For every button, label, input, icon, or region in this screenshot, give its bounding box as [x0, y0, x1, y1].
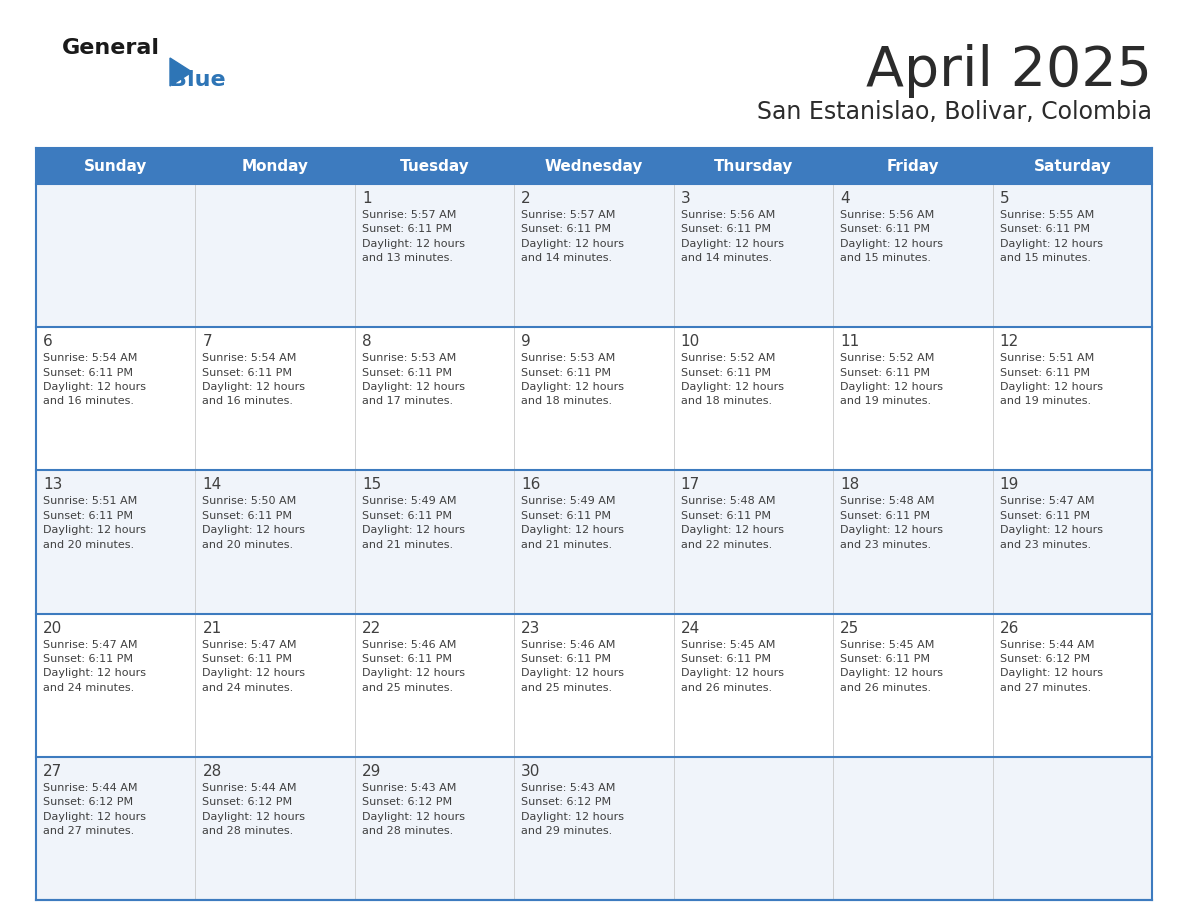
Text: 20: 20 [43, 621, 62, 635]
Text: Sunrise: 5:48 AM
Sunset: 6:11 PM
Daylight: 12 hours
and 23 minutes.: Sunrise: 5:48 AM Sunset: 6:11 PM Dayligh… [840, 497, 943, 550]
Text: Sunrise: 5:45 AM
Sunset: 6:11 PM
Daylight: 12 hours
and 26 minutes.: Sunrise: 5:45 AM Sunset: 6:11 PM Dayligh… [681, 640, 784, 693]
Text: Monday: Monday [241, 159, 309, 174]
Text: 1: 1 [362, 191, 372, 206]
Text: 15: 15 [362, 477, 381, 492]
Text: Sunrise: 5:57 AM
Sunset: 6:11 PM
Daylight: 12 hours
and 13 minutes.: Sunrise: 5:57 AM Sunset: 6:11 PM Dayligh… [362, 210, 465, 263]
Text: Sunday: Sunday [84, 159, 147, 174]
Text: Sunrise: 5:44 AM
Sunset: 6:12 PM
Daylight: 12 hours
and 28 minutes.: Sunrise: 5:44 AM Sunset: 6:12 PM Dayligh… [202, 783, 305, 836]
Text: Sunrise: 5:51 AM
Sunset: 6:11 PM
Daylight: 12 hours
and 19 minutes.: Sunrise: 5:51 AM Sunset: 6:11 PM Dayligh… [999, 353, 1102, 407]
Text: 25: 25 [840, 621, 859, 635]
Text: 23: 23 [522, 621, 541, 635]
Text: 17: 17 [681, 477, 700, 492]
Text: Blue: Blue [170, 70, 226, 90]
Bar [36, 327, 1152, 470]
Text: Sunrise: 5:54 AM
Sunset: 6:11 PM
Daylight: 12 hours
and 16 minutes.: Sunrise: 5:54 AM Sunset: 6:11 PM Dayligh… [43, 353, 146, 407]
Text: 14: 14 [202, 477, 222, 492]
Text: Sunrise: 5:47 AM
Sunset: 6:11 PM
Daylight: 12 hours
and 24 minutes.: Sunrise: 5:47 AM Sunset: 6:11 PM Dayligh… [202, 640, 305, 693]
Text: 13: 13 [43, 477, 63, 492]
Text: Sunrise: 5:52 AM
Sunset: 6:11 PM
Daylight: 12 hours
and 19 minutes.: Sunrise: 5:52 AM Sunset: 6:11 PM Dayligh… [840, 353, 943, 407]
Text: Sunrise: 5:50 AM
Sunset: 6:11 PM
Daylight: 12 hours
and 20 minutes.: Sunrise: 5:50 AM Sunset: 6:11 PM Dayligh… [202, 497, 305, 550]
Text: Tuesday: Tuesday [399, 159, 469, 174]
Text: 12: 12 [999, 334, 1019, 349]
Text: Sunrise: 5:49 AM
Sunset: 6:11 PM
Daylight: 12 hours
and 21 minutes.: Sunrise: 5:49 AM Sunset: 6:11 PM Dayligh… [522, 497, 624, 550]
Text: Sunrise: 5:56 AM
Sunset: 6:11 PM
Daylight: 12 hours
and 15 minutes.: Sunrise: 5:56 AM Sunset: 6:11 PM Dayligh… [840, 210, 943, 263]
Text: 10: 10 [681, 334, 700, 349]
Text: Wednesday: Wednesday [545, 159, 643, 174]
Text: Sunrise: 5:43 AM
Sunset: 6:12 PM
Daylight: 12 hours
and 29 minutes.: Sunrise: 5:43 AM Sunset: 6:12 PM Dayligh… [522, 783, 624, 836]
Text: Sunrise: 5:46 AM
Sunset: 6:11 PM
Daylight: 12 hours
and 25 minutes.: Sunrise: 5:46 AM Sunset: 6:11 PM Dayligh… [362, 640, 465, 693]
Text: 2: 2 [522, 191, 531, 206]
Text: 8: 8 [362, 334, 372, 349]
Bar [36, 470, 1152, 613]
Bar [36, 613, 1152, 756]
Text: Saturday: Saturday [1034, 159, 1111, 174]
Text: 3: 3 [681, 191, 690, 206]
Text: Sunrise: 5:52 AM
Sunset: 6:11 PM
Daylight: 12 hours
and 18 minutes.: Sunrise: 5:52 AM Sunset: 6:11 PM Dayligh… [681, 353, 784, 407]
Text: Sunrise: 5:47 AM
Sunset: 6:11 PM
Daylight: 12 hours
and 24 minutes.: Sunrise: 5:47 AM Sunset: 6:11 PM Dayligh… [43, 640, 146, 693]
Text: 19: 19 [999, 477, 1019, 492]
Text: Sunrise: 5:43 AM
Sunset: 6:12 PM
Daylight: 12 hours
and 28 minutes.: Sunrise: 5:43 AM Sunset: 6:12 PM Dayligh… [362, 783, 465, 836]
Text: Sunrise: 5:57 AM
Sunset: 6:11 PM
Daylight: 12 hours
and 14 minutes.: Sunrise: 5:57 AM Sunset: 6:11 PM Dayligh… [522, 210, 624, 263]
Text: 22: 22 [362, 621, 381, 635]
Text: Sunrise: 5:48 AM
Sunset: 6:11 PM
Daylight: 12 hours
and 22 minutes.: Sunrise: 5:48 AM Sunset: 6:11 PM Dayligh… [681, 497, 784, 550]
Text: Sunrise: 5:45 AM
Sunset: 6:11 PM
Daylight: 12 hours
and 26 minutes.: Sunrise: 5:45 AM Sunset: 6:11 PM Dayligh… [840, 640, 943, 693]
Bar [36, 756, 1152, 900]
Text: 7: 7 [202, 334, 211, 349]
Text: 27: 27 [43, 764, 62, 778]
Text: 4: 4 [840, 191, 849, 206]
Text: 6: 6 [43, 334, 52, 349]
Text: Sunrise: 5:56 AM
Sunset: 6:11 PM
Daylight: 12 hours
and 14 minutes.: Sunrise: 5:56 AM Sunset: 6:11 PM Dayligh… [681, 210, 784, 263]
Text: Friday: Friday [886, 159, 940, 174]
Text: Sunrise: 5:46 AM
Sunset: 6:11 PM
Daylight: 12 hours
and 25 minutes.: Sunrise: 5:46 AM Sunset: 6:11 PM Dayligh… [522, 640, 624, 693]
Text: Sunrise: 5:44 AM
Sunset: 6:12 PM
Daylight: 12 hours
and 27 minutes.: Sunrise: 5:44 AM Sunset: 6:12 PM Dayligh… [43, 783, 146, 836]
Text: San Estanislao, Bolivar, Colombia: San Estanislao, Bolivar, Colombia [757, 100, 1152, 124]
Text: Sunrise: 5:47 AM
Sunset: 6:11 PM
Daylight: 12 hours
and 23 minutes.: Sunrise: 5:47 AM Sunset: 6:11 PM Dayligh… [999, 497, 1102, 550]
Text: Sunrise: 5:49 AM
Sunset: 6:11 PM
Daylight: 12 hours
and 21 minutes.: Sunrise: 5:49 AM Sunset: 6:11 PM Dayligh… [362, 497, 465, 550]
Text: 21: 21 [202, 621, 222, 635]
Text: Sunrise: 5:44 AM
Sunset: 6:12 PM
Daylight: 12 hours
and 27 minutes.: Sunrise: 5:44 AM Sunset: 6:12 PM Dayligh… [999, 640, 1102, 693]
Text: Thursday: Thursday [714, 159, 794, 174]
Bar [36, 148, 1152, 184]
Text: Sunrise: 5:53 AM
Sunset: 6:11 PM
Daylight: 12 hours
and 18 minutes.: Sunrise: 5:53 AM Sunset: 6:11 PM Dayligh… [522, 353, 624, 407]
Text: 16: 16 [522, 477, 541, 492]
Text: Sunrise: 5:55 AM
Sunset: 6:11 PM
Daylight: 12 hours
and 15 minutes.: Sunrise: 5:55 AM Sunset: 6:11 PM Dayligh… [999, 210, 1102, 263]
Bar [36, 184, 1152, 327]
Text: Sunrise: 5:53 AM
Sunset: 6:11 PM
Daylight: 12 hours
and 17 minutes.: Sunrise: 5:53 AM Sunset: 6:11 PM Dayligh… [362, 353, 465, 407]
Text: 28: 28 [202, 764, 222, 778]
Text: 18: 18 [840, 477, 859, 492]
Text: 9: 9 [522, 334, 531, 349]
Text: Sunrise: 5:54 AM
Sunset: 6:11 PM
Daylight: 12 hours
and 16 minutes.: Sunrise: 5:54 AM Sunset: 6:11 PM Dayligh… [202, 353, 305, 407]
Text: 5: 5 [999, 191, 1009, 206]
Text: General: General [62, 38, 160, 58]
Text: April 2025: April 2025 [866, 44, 1152, 98]
Text: Sunrise: 5:51 AM
Sunset: 6:11 PM
Daylight: 12 hours
and 20 minutes.: Sunrise: 5:51 AM Sunset: 6:11 PM Dayligh… [43, 497, 146, 550]
Text: 24: 24 [681, 621, 700, 635]
Text: 29: 29 [362, 764, 381, 778]
Text: 26: 26 [999, 621, 1019, 635]
Text: 30: 30 [522, 764, 541, 778]
Polygon shape [170, 58, 192, 86]
Text: 11: 11 [840, 334, 859, 349]
